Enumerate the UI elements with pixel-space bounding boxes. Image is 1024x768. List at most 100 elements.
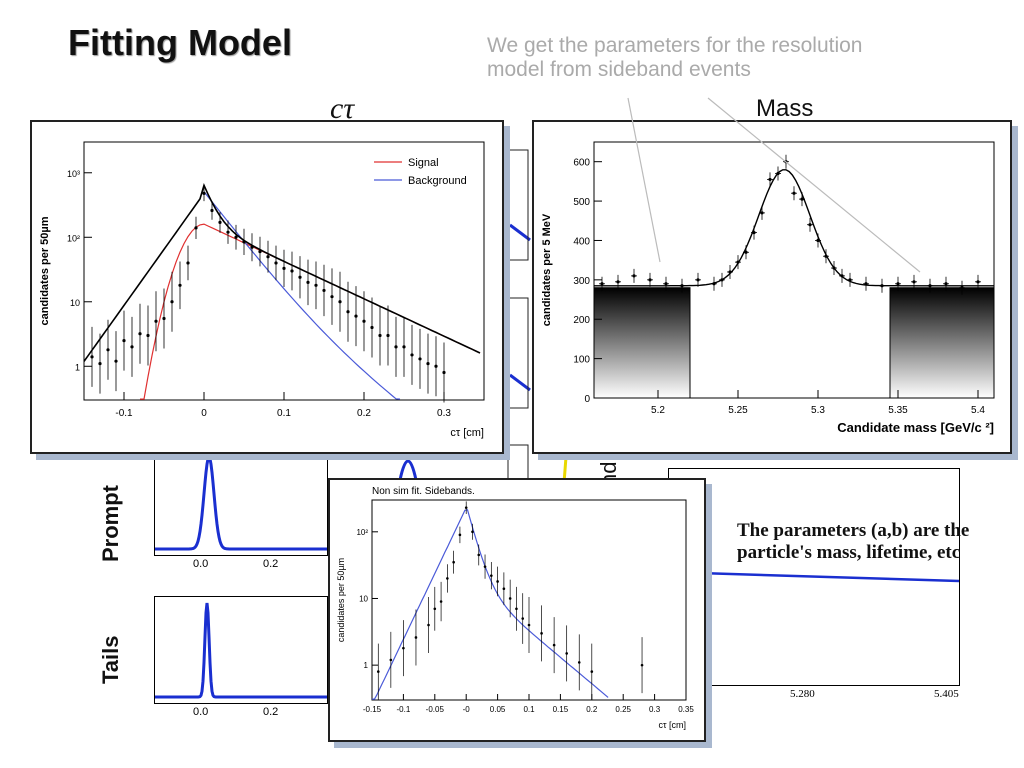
data-point <box>402 345 406 349</box>
data-point <box>540 632 543 635</box>
component-curve-fragment <box>509 373 531 392</box>
component-curve-fragment <box>509 223 531 242</box>
data-point <box>234 235 238 239</box>
y-tick-label: 1 <box>75 362 80 372</box>
x-tick-label: 0.1 <box>523 705 535 714</box>
data-point <box>452 560 455 564</box>
data-point <box>178 283 182 287</box>
data-point <box>402 646 405 650</box>
data-point <box>322 288 326 293</box>
data-point <box>162 316 166 321</box>
x-tick-label: 0.15 <box>553 705 569 714</box>
data-point <box>210 208 214 213</box>
hidden-plot-frame <box>507 149 529 261</box>
data-point <box>354 314 358 318</box>
tails-tick-label: 0.2 <box>263 706 279 718</box>
data-point <box>864 282 868 286</box>
data-point <box>258 249 262 254</box>
data-point <box>138 332 142 336</box>
mass-small-svg <box>698 571 960 583</box>
data-point <box>840 274 844 278</box>
prompt-curve <box>155 453 327 551</box>
tails-svg <box>155 602 327 699</box>
data-point <box>266 255 270 259</box>
data-point <box>960 286 964 290</box>
data-point <box>250 245 254 249</box>
data-point <box>362 319 366 323</box>
data-point <box>442 370 446 375</box>
legend-background-label: Background <box>408 175 467 187</box>
y-axis-label: candidates per 5 MeV <box>541 213 553 326</box>
data-point <box>314 283 318 287</box>
data-point <box>565 652 568 655</box>
tails-label: Tails <box>98 635 123 684</box>
y-tick-label: 10² <box>67 233 80 243</box>
mass-fit-chart: 5.2 5.25 5.3 5.35 5.4 0 100 200 300 400 500 600 Cand… <box>541 141 995 435</box>
x-tick-label: 0.3 <box>437 408 451 419</box>
total-fit-curve <box>83 182 481 362</box>
data-point <box>477 553 481 557</box>
data-point <box>186 261 190 265</box>
data-point <box>768 177 772 182</box>
y-tick-label: 500 <box>573 197 590 208</box>
x-tick-label: 5.2 <box>651 405 665 416</box>
x-tick-label: 0.1 <box>277 408 291 419</box>
y-tick-label: 400 <box>573 236 590 247</box>
hidden-plot-frame <box>507 297 529 409</box>
data-point <box>418 357 422 361</box>
data-point <box>944 282 948 286</box>
data-point <box>600 282 604 286</box>
x-tick-label: -0.15 <box>363 705 382 714</box>
data-point <box>720 278 724 282</box>
x-tick-label: 0.3 <box>649 705 661 714</box>
data-point <box>338 300 342 304</box>
data-point <box>696 278 700 282</box>
data-point <box>410 353 414 357</box>
data-point <box>378 333 382 338</box>
data-point <box>896 282 900 286</box>
data-point <box>552 643 556 647</box>
data-point <box>744 250 748 254</box>
data-point <box>439 600 443 603</box>
x-tick-label: 5.3 <box>811 405 825 416</box>
y-tick-label: 10² <box>356 528 368 537</box>
signal-curve <box>140 223 481 400</box>
data-point <box>928 284 932 288</box>
data-point <box>170 300 174 304</box>
data-point <box>792 191 796 195</box>
data-point <box>298 275 302 279</box>
data-point <box>521 617 525 620</box>
data-point <box>776 171 780 176</box>
data-point <box>98 362 102 366</box>
data-point <box>832 266 836 270</box>
x-tick-label: 5.25 <box>728 405 748 416</box>
data-point <box>242 240 246 244</box>
data-point <box>824 254 828 258</box>
ctau-header: cτ <box>330 92 355 125</box>
data-point <box>648 278 652 282</box>
data-point <box>464 506 468 509</box>
data-point <box>712 282 716 286</box>
mass-small-curve <box>698 571 960 583</box>
y-tick-label: 10 <box>359 594 368 603</box>
data-point <box>427 623 430 627</box>
data-point <box>446 577 449 580</box>
x-tick-label: 0.25 <box>615 705 631 714</box>
data-point <box>590 670 594 673</box>
data-point <box>483 565 487 568</box>
data-point <box>515 607 518 611</box>
mass-fit-panel: 5.2 5.25 5.3 5.35 5.4 0 100 200 300 400 500 600 Cand… <box>532 120 1012 454</box>
data-point <box>508 597 512 600</box>
x-axis-label: cτ [cm] <box>658 720 686 730</box>
blue-fragment <box>398 459 418 481</box>
x-tick-label: -0.1 <box>115 408 133 419</box>
sideband-fit-curve <box>372 509 609 700</box>
data-point <box>728 270 732 274</box>
sideband-fit-chart: Non sim fit. Sidebands. -0.15 -0.1 -0.05 -0 0… <box>336 486 694 730</box>
data-point <box>330 295 334 299</box>
data-point <box>130 345 134 349</box>
x-tick-label: 0.05 <box>490 705 506 714</box>
x-axis-label: cτ [cm] <box>450 427 484 439</box>
data-point <box>154 319 158 323</box>
data-point <box>194 226 198 230</box>
